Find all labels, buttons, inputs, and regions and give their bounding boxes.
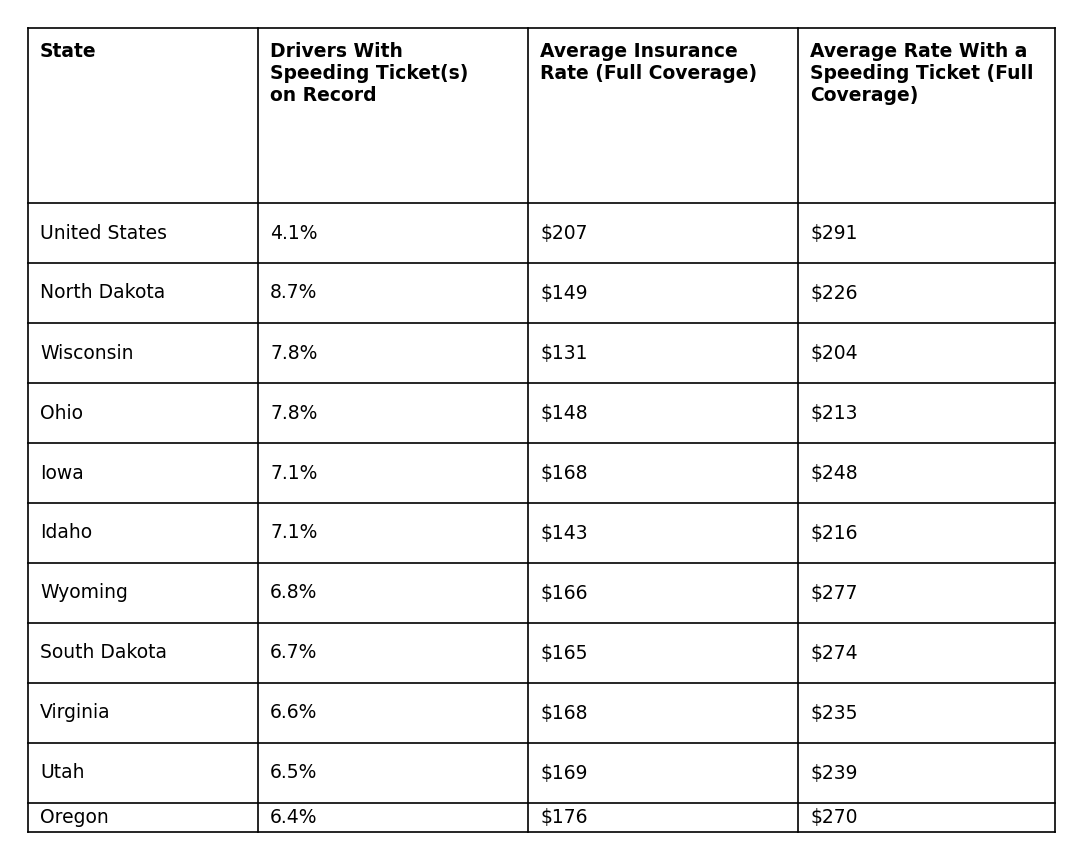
Text: $216: $216 xyxy=(810,524,858,543)
Text: $149: $149 xyxy=(540,283,588,302)
Text: Wisconsin: Wisconsin xyxy=(40,343,134,362)
Text: $291: $291 xyxy=(810,223,858,242)
Text: 6.6%: 6.6% xyxy=(270,704,318,722)
Text: South Dakota: South Dakota xyxy=(40,644,167,663)
Text: $169: $169 xyxy=(540,764,588,782)
Text: Average Insurance
Rate (Full Coverage): Average Insurance Rate (Full Coverage) xyxy=(540,42,757,83)
Text: 7.8%: 7.8% xyxy=(270,343,318,362)
Text: $168: $168 xyxy=(540,463,588,483)
Text: 8.7%: 8.7% xyxy=(270,283,318,302)
Text: $165: $165 xyxy=(540,644,588,663)
Text: State: State xyxy=(40,42,96,61)
Text: $166: $166 xyxy=(540,584,588,603)
Text: $274: $274 xyxy=(810,644,858,663)
Text: Oregon: Oregon xyxy=(40,808,109,827)
Text: $213: $213 xyxy=(810,403,858,423)
Text: $235: $235 xyxy=(810,704,858,722)
Text: $207: $207 xyxy=(540,223,588,242)
Text: $270: $270 xyxy=(810,808,858,827)
Text: Idaho: Idaho xyxy=(40,524,92,543)
Text: $248: $248 xyxy=(810,463,858,483)
Text: $148: $148 xyxy=(540,403,588,423)
Text: Drivers With
Speeding Ticket(s)
on Record: Drivers With Speeding Ticket(s) on Recor… xyxy=(270,42,469,105)
Text: 7.8%: 7.8% xyxy=(270,403,318,423)
Text: United States: United States xyxy=(40,223,167,242)
Text: $168: $168 xyxy=(540,704,588,722)
Text: $277: $277 xyxy=(810,584,858,603)
Text: 6.8%: 6.8% xyxy=(270,584,318,603)
Text: 4.1%: 4.1% xyxy=(270,223,318,242)
Text: $131: $131 xyxy=(540,343,588,362)
Text: $176: $176 xyxy=(540,808,588,827)
Text: Wyoming: Wyoming xyxy=(40,584,127,603)
Text: North Dakota: North Dakota xyxy=(40,283,165,302)
Text: $226: $226 xyxy=(810,283,858,302)
Text: Average Rate With a
Speeding Ticket (Full
Coverage): Average Rate With a Speeding Ticket (Ful… xyxy=(810,42,1034,105)
Text: 7.1%: 7.1% xyxy=(270,524,318,543)
Text: $204: $204 xyxy=(810,343,858,362)
Text: 6.4%: 6.4% xyxy=(270,808,318,827)
Text: Ohio: Ohio xyxy=(40,403,83,423)
Text: $143: $143 xyxy=(540,524,588,543)
Text: 6.7%: 6.7% xyxy=(270,644,318,663)
Text: $239: $239 xyxy=(810,764,858,782)
Text: Utah: Utah xyxy=(40,764,84,782)
Text: Virginia: Virginia xyxy=(40,704,110,722)
Text: 7.1%: 7.1% xyxy=(270,463,318,483)
Text: Iowa: Iowa xyxy=(40,463,84,483)
Text: 6.5%: 6.5% xyxy=(270,764,318,782)
